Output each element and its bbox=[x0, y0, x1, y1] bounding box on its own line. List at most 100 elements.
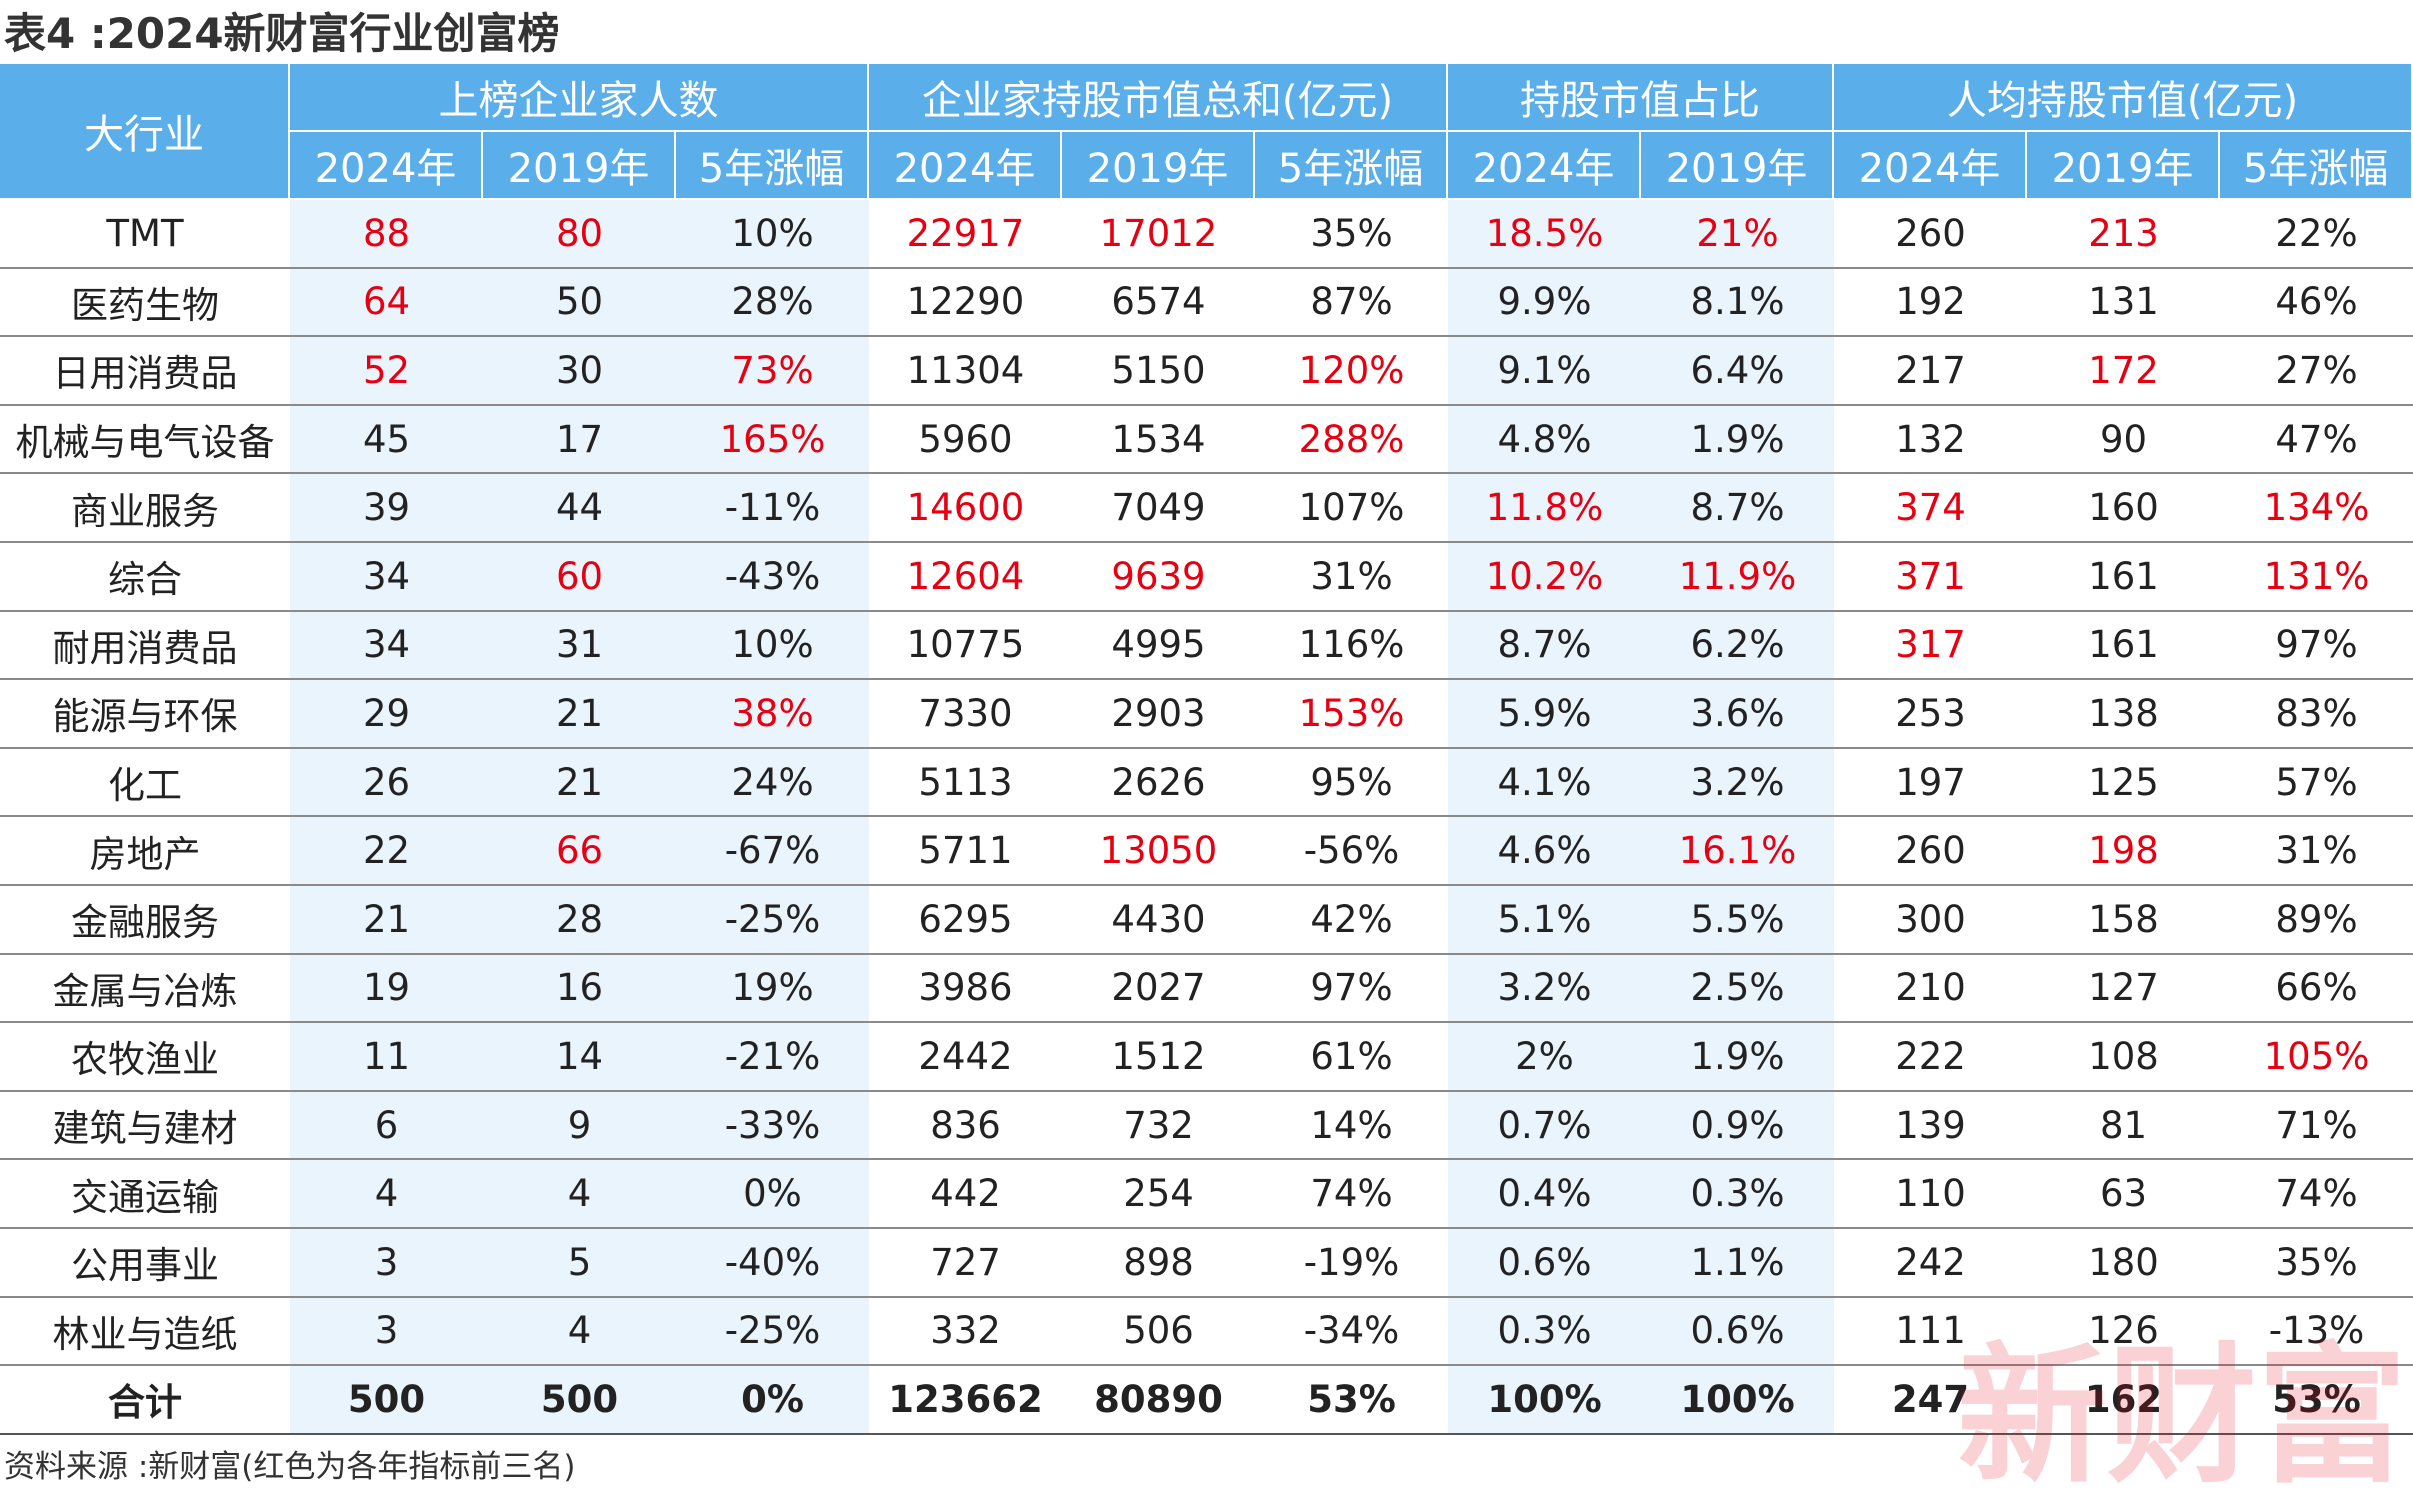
cell: 162 bbox=[2027, 1366, 2220, 1435]
sub-header: 2019年 bbox=[1062, 132, 1255, 200]
sub-header: 2024年 bbox=[869, 132, 1062, 200]
cell: 120% bbox=[1255, 337, 1448, 406]
cell: 1.9% bbox=[1641, 1023, 1834, 1092]
cell: -67% bbox=[676, 817, 869, 886]
cell: 22 bbox=[290, 817, 483, 886]
cell: 317 bbox=[1834, 612, 2027, 681]
cell: 127 bbox=[2027, 955, 2220, 1024]
cell: 0.3% bbox=[1641, 1160, 1834, 1229]
cell: 28% bbox=[676, 268, 869, 338]
cell: 254 bbox=[1062, 1160, 1255, 1229]
cell: 88 bbox=[290, 200, 483, 269]
cell: 4 bbox=[483, 1297, 676, 1367]
sub-header: 5年涨幅 bbox=[676, 132, 869, 200]
cell: 17 bbox=[483, 405, 676, 475]
cell: 242 bbox=[1834, 1229, 2027, 1298]
cell: 116% bbox=[1255, 612, 1448, 681]
cell: 5960 bbox=[869, 406, 1062, 475]
cell: -56% bbox=[1255, 817, 1448, 886]
cell: 97% bbox=[2220, 612, 2413, 681]
row-label: 房地产 bbox=[0, 817, 290, 886]
cell: 732 bbox=[1062, 1092, 1255, 1161]
cell: 2.5% bbox=[1641, 954, 1834, 1024]
title: 表4 :2024新财富行业创富榜 bbox=[4, 8, 560, 58]
cell: 105% bbox=[2220, 1023, 2413, 1092]
row-label: 合计 bbox=[0, 1366, 290, 1435]
cell: 7330 bbox=[869, 680, 1062, 749]
cell: 442 bbox=[869, 1160, 1062, 1229]
cell: 10% bbox=[676, 200, 869, 269]
cell: 6.2% bbox=[1641, 611, 1834, 681]
cell: 16.1% bbox=[1641, 817, 1834, 886]
cell: 9 bbox=[483, 1091, 676, 1161]
cell: 17012 bbox=[1062, 200, 1255, 269]
cell: 31 bbox=[483, 611, 676, 681]
cell: 14% bbox=[1255, 1092, 1448, 1161]
cell: 126 bbox=[2027, 1298, 2220, 1367]
cell: 197 bbox=[1834, 749, 2027, 818]
cell: 80890 bbox=[1062, 1366, 1255, 1435]
cell: 125 bbox=[2027, 749, 2220, 818]
cell: 89% bbox=[2220, 886, 2413, 955]
cell: 4 bbox=[290, 1160, 483, 1229]
group-header: 持股市值占比 bbox=[1448, 64, 1834, 132]
cell: -40% bbox=[676, 1229, 869, 1298]
cell: 30 bbox=[483, 337, 676, 406]
cell: 12604 bbox=[869, 543, 1062, 612]
sub-header: 2019年 bbox=[2027, 132, 2220, 200]
cell: 4995 bbox=[1062, 612, 1255, 681]
cell: 111 bbox=[1834, 1298, 2027, 1367]
row-label: 林业与造纸 bbox=[0, 1298, 290, 1367]
cell: 3.6% bbox=[1641, 680, 1834, 749]
cell: 8.1% bbox=[1641, 268, 1834, 338]
cell: 46% bbox=[2220, 269, 2413, 338]
cell: 161 bbox=[2027, 543, 2220, 612]
cell: 4430 bbox=[1062, 886, 1255, 955]
cell: 371 bbox=[1834, 543, 2027, 612]
cell: 374 bbox=[1834, 474, 2027, 543]
cell: 10% bbox=[676, 611, 869, 681]
cell: 506 bbox=[1062, 1298, 1255, 1367]
cell: -21% bbox=[676, 1023, 869, 1092]
cell: 1.9% bbox=[1641, 405, 1834, 475]
cell: 9.9% bbox=[1448, 268, 1641, 338]
cell: 3 bbox=[290, 1297, 483, 1367]
cell: 131% bbox=[2220, 543, 2413, 612]
cell: 8.7% bbox=[1641, 474, 1834, 543]
row-label: 公用事业 bbox=[0, 1229, 290, 1298]
cell: 2% bbox=[1448, 1023, 1641, 1092]
cell: 64 bbox=[290, 268, 483, 338]
cell: 898 bbox=[1062, 1229, 1255, 1298]
group-header: 人均持股市值(亿元) bbox=[1834, 64, 2413, 132]
cell: 131 bbox=[2027, 269, 2220, 338]
cell: 22% bbox=[2220, 200, 2413, 269]
cell: 35% bbox=[2220, 1229, 2413, 1298]
cell: 260 bbox=[1834, 200, 2027, 269]
cell: 83% bbox=[2220, 680, 2413, 749]
cell: 5711 bbox=[869, 817, 1062, 886]
cell: 123662 bbox=[869, 1366, 1062, 1435]
cell: 66 bbox=[483, 817, 676, 886]
cell: -43% bbox=[676, 543, 869, 612]
cell: 165% bbox=[676, 405, 869, 475]
row-label: 交通运输 bbox=[0, 1160, 290, 1229]
cell: 21% bbox=[1641, 200, 1834, 269]
cell: 161 bbox=[2027, 612, 2220, 681]
cell: 247 bbox=[1834, 1366, 2027, 1435]
cell: 158 bbox=[2027, 886, 2220, 955]
cell: 21 bbox=[290, 886, 483, 955]
cell: 11 bbox=[290, 1023, 483, 1092]
cell: 3.2% bbox=[1448, 954, 1641, 1024]
cell: 34 bbox=[290, 611, 483, 681]
cell: 332 bbox=[869, 1298, 1062, 1367]
corner-header: 大行业 bbox=[0, 64, 290, 200]
cell: -33% bbox=[676, 1091, 869, 1161]
sub-header: 2024年 bbox=[1834, 132, 2027, 200]
cell: 6.4% bbox=[1641, 337, 1834, 406]
cell: 71% bbox=[2220, 1092, 2413, 1161]
cell: 100% bbox=[1448, 1366, 1641, 1435]
cell: 1534 bbox=[1062, 406, 1255, 475]
cell: 63 bbox=[2027, 1160, 2220, 1229]
cell: 21 bbox=[483, 748, 676, 818]
cell: 39 bbox=[290, 474, 483, 543]
